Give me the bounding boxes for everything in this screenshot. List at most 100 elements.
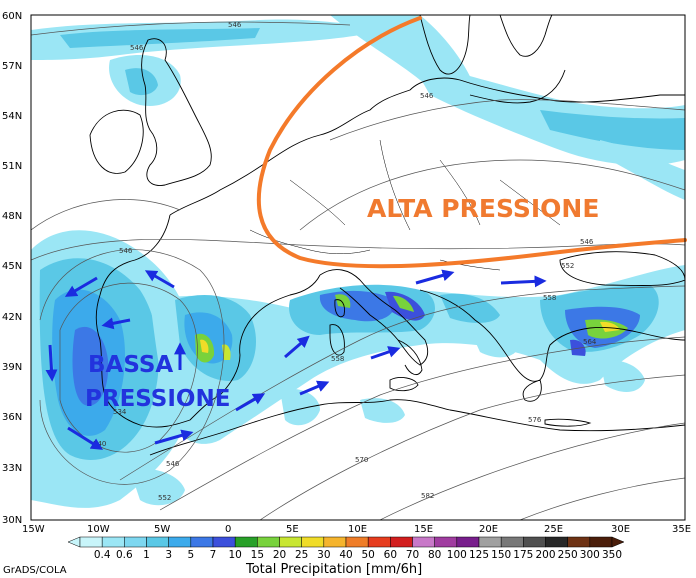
- colorbar-swatch: [168, 536, 192, 548]
- y-tick-label: 36N: [2, 412, 22, 423]
- isobar-label: 552: [561, 262, 574, 270]
- arrow: [101, 317, 131, 330]
- y-tick-label: 42N: [2, 312, 22, 323]
- isobar-label: 582: [421, 492, 434, 500]
- colorbar-tick-label: 3: [165, 549, 172, 561]
- colorbar-swatch: [190, 536, 214, 548]
- colorbar-swatch: [279, 536, 302, 548]
- colorbar-tick-label: 20: [273, 549, 286, 561]
- colorbar-tick-label: 350: [602, 549, 622, 561]
- arrow: [45, 344, 58, 382]
- colorbar-swatch: [390, 536, 413, 548]
- colorbar-swatch: [367, 536, 391, 548]
- low-pressure-label-line2: PRESSIONE: [85, 386, 230, 412]
- arrow: [144, 270, 175, 289]
- colorbar-swatch: [212, 536, 236, 548]
- colorbar-right-arrow: [611, 536, 625, 548]
- colorbar-swatch: [101, 536, 125, 548]
- colorbar-tick-label: 60: [384, 549, 397, 561]
- y-tick-label: 39N: [2, 362, 22, 373]
- isobar-label: 534: [113, 408, 127, 416]
- high-pressure-boundary: [256, 16, 687, 269]
- x-tick-label: 15W: [22, 524, 45, 535]
- colorbar-swatch: [301, 536, 325, 548]
- arrow: [154, 429, 194, 445]
- colorbar-swatch: [124, 536, 147, 548]
- isobar-label: 546: [130, 44, 144, 52]
- x-tick-label: 25E: [544, 524, 563, 535]
- isobar-label: 558: [543, 294, 556, 302]
- colorbar-tick-label: 50: [361, 549, 374, 561]
- x-tick-label: 35E: [672, 524, 691, 535]
- y-tick-label: 60N: [2, 11, 22, 22]
- low-pressure-label-line1: BASSA: [88, 352, 173, 378]
- arrow: [67, 426, 104, 450]
- colorbar-tick-label: 0.4: [94, 549, 111, 561]
- x-tick-label: 0: [225, 524, 231, 535]
- x-tick-label: 30E: [611, 524, 630, 535]
- colorbar-tick-label: 300: [580, 549, 600, 561]
- colorbar: 0.4 0.6 1 3 5 7 10 15 20 25 30 40 50 60 70 80 100 125 150 1…: [67, 536, 625, 561]
- colorbar-tick-label: 10: [228, 549, 241, 561]
- map-border: [30, 14, 686, 521]
- y-tick-label: 54N: [2, 111, 22, 122]
- colorbar-swatch: [146, 536, 169, 548]
- y-tick-label: 33N: [2, 463, 22, 474]
- x-tick-label: 10E: [348, 524, 367, 535]
- wind-arrows: [45, 269, 547, 450]
- isobar-label: 552: [158, 494, 171, 502]
- arrow: [415, 269, 455, 285]
- colorbar-swatch: [234, 536, 258, 548]
- y-axis: 60N 57N 54N 51N 48N 45N 42N 39N 36N 33N …: [2, 11, 22, 526]
- isobar-labels: 546 546 546 546 552 558 540 534 546 552 …: [93, 21, 597, 502]
- colorbar-title: Total Precipitation [mm/6h]: [245, 562, 422, 577]
- colorbar-tick-label: 125: [469, 549, 489, 561]
- isobar-label: 558: [331, 355, 344, 363]
- colorbar-tick-label: 80: [428, 549, 441, 561]
- x-tick-label: 20E: [479, 524, 498, 535]
- arrow: [370, 346, 401, 360]
- colorbar-tick-label: 175: [513, 549, 533, 561]
- colorbar-tick-label: 15: [251, 549, 264, 561]
- colorbar-swatch: [589, 536, 613, 548]
- isobar-label: 546: [119, 247, 133, 255]
- arrow: [500, 275, 547, 288]
- colorbar-swatch: [500, 536, 524, 548]
- colorbar-swatch: [412, 536, 435, 548]
- colorbar-swatch: [456, 536, 480, 548]
- y-tick-label: 48N: [2, 211, 22, 222]
- isobar-label: 546: [166, 460, 180, 468]
- high-pressure-label: ALTA PRESSIONE: [367, 194, 599, 223]
- colorbar-tick-label: 7: [210, 549, 217, 561]
- colorbar-swatch: [345, 536, 369, 548]
- colorbar-tick-label: 25: [295, 549, 308, 561]
- colorbar-tick-label: 40: [339, 549, 352, 561]
- isobar-label: 564: [583, 338, 597, 346]
- colorbar-tick-label: 70: [406, 549, 419, 561]
- colorbar-tick-label: 1: [143, 549, 150, 561]
- isobar-label: 546: [580, 238, 594, 246]
- isobar-label: 546: [228, 21, 242, 29]
- isobar-label: 576: [528, 416, 542, 424]
- colorbar-tick-label: 30: [317, 549, 330, 561]
- credit-label: GrADS/COLA: [3, 565, 67, 576]
- y-tick-label: 30N: [2, 515, 22, 526]
- colorbar-tick-label: 100: [447, 549, 467, 561]
- colorbar-left-arrow: [67, 536, 81, 548]
- arrow: [299, 380, 330, 396]
- x-tick-label: 15E: [414, 524, 433, 535]
- colorbar-swatch: [545, 536, 568, 548]
- y-tick-label: 45N: [2, 261, 22, 272]
- colorbar-tick-label: 150: [491, 549, 511, 561]
- colorbar-swatch: [478, 536, 502, 548]
- colorbar-swatch: [523, 536, 546, 548]
- colorbar-tick-label: 0.6: [116, 549, 133, 561]
- colorbar-swatch: [79, 536, 103, 548]
- y-tick-label: 51N: [2, 161, 22, 172]
- x-tick-label: 5W: [154, 524, 170, 535]
- x-tick-label: 10W: [87, 524, 110, 535]
- arrow: [64, 276, 98, 297]
- x-tick-label: 5E: [286, 524, 299, 535]
- x-axis: 15W 10W 5W 0 5E 10E 15E 20E 25E 30E 35E: [22, 524, 691, 535]
